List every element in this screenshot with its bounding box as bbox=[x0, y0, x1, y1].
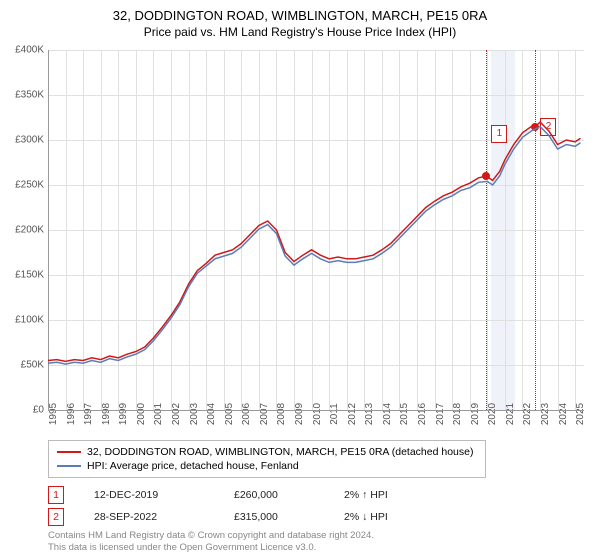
title-main: 32, DODDINGTON ROAD, WIMBLINGTON, MARCH,… bbox=[0, 8, 600, 23]
event-row-1: 1 12-DEC-2019 £260,000 2% ↑ HPI bbox=[48, 486, 444, 504]
events-table: 1 12-DEC-2019 £260,000 2% ↑ HPI 2 28-SEP… bbox=[48, 486, 444, 530]
y-axis-label: £150K bbox=[15, 270, 44, 281]
legend-box: 32, DODDINGTON ROAD, WIMBLINGTON, MARCH,… bbox=[48, 440, 486, 478]
chart-lines-svg bbox=[48, 50, 584, 410]
event-pct-1: 2% ↑ HPI bbox=[344, 489, 444, 501]
legend-swatch-hpi bbox=[57, 465, 81, 467]
y-axis-label: £100K bbox=[15, 315, 44, 326]
event-flag-2: 2 bbox=[48, 508, 64, 526]
y-axis-label: £350K bbox=[15, 90, 44, 101]
title-block: 32, DODDINGTON ROAD, WIMBLINGTON, MARCH,… bbox=[0, 0, 600, 41]
event-date-1: 12-DEC-2019 bbox=[94, 489, 204, 501]
y-axis-label: £300K bbox=[15, 135, 44, 146]
event-pct-2: 2% ↓ HPI bbox=[344, 511, 444, 523]
event-price-2: £315,000 bbox=[234, 511, 314, 523]
event-price-1: £260,000 bbox=[234, 489, 314, 501]
legend-label-hpi: HPI: Average price, detached house, Fenl… bbox=[87, 460, 299, 472]
title-sub: Price paid vs. HM Land Registry's House … bbox=[0, 25, 600, 39]
legend-label-property: 32, DODDINGTON ROAD, WIMBLINGTON, MARCH,… bbox=[87, 446, 473, 458]
event-date-2: 28-SEP-2022 bbox=[94, 511, 204, 523]
attribution-block: Contains HM Land Registry data © Crown c… bbox=[48, 530, 374, 554]
legend-item-property: 32, DODDINGTON ROAD, WIMBLINGTON, MARCH,… bbox=[57, 445, 477, 459]
y-axis-label: £50K bbox=[21, 360, 44, 371]
chart-area: £0£50K£100K£150K£200K£250K£300K£350K£400… bbox=[48, 50, 584, 410]
y-axis-label: £250K bbox=[15, 180, 44, 191]
series-line-hpi bbox=[48, 127, 581, 365]
series-line-property bbox=[48, 122, 581, 361]
event-row-2: 2 28-SEP-2022 £315,000 2% ↓ HPI bbox=[48, 508, 444, 526]
event-flag-1: 1 bbox=[48, 486, 64, 504]
attribution-line1: Contains HM Land Registry data © Crown c… bbox=[48, 530, 374, 542]
y-axis-label: £0 bbox=[33, 405, 44, 416]
y-axis-label: £200K bbox=[15, 225, 44, 236]
legend-swatch-property bbox=[57, 451, 81, 453]
legend-item-hpi: HPI: Average price, detached house, Fenl… bbox=[57, 459, 477, 473]
page-container: 32, DODDINGTON ROAD, WIMBLINGTON, MARCH,… bbox=[0, 0, 600, 560]
y-axis-label: £400K bbox=[15, 45, 44, 56]
attribution-line2: This data is licensed under the Open Gov… bbox=[48, 542, 374, 554]
